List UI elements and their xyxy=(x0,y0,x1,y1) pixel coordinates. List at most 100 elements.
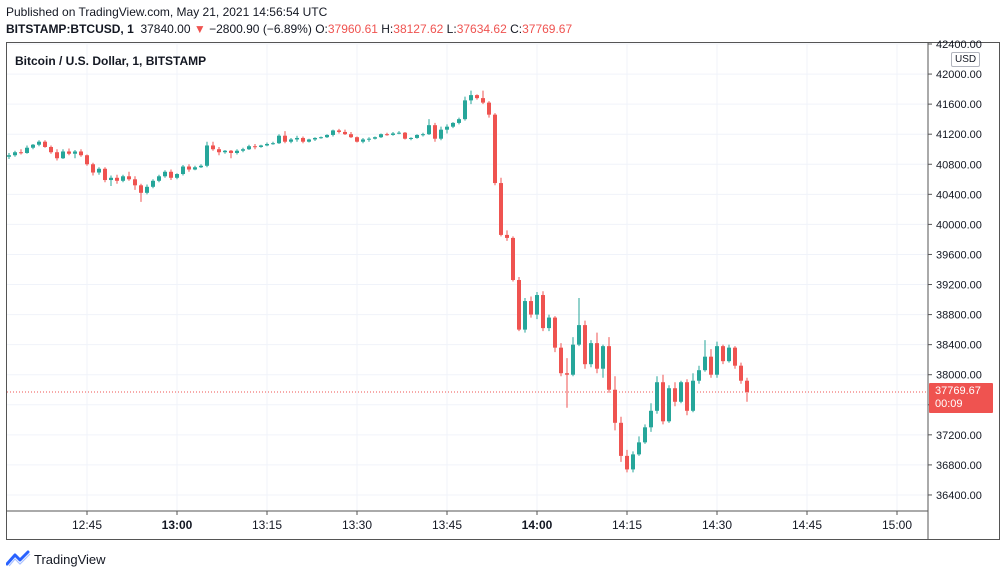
candle-body xyxy=(553,317,557,348)
y-tick-label: 41600.00 xyxy=(936,99,982,111)
candle-body xyxy=(295,137,299,140)
y-tick-label: 40800.00 xyxy=(936,159,982,171)
y-tick-label: 40000.00 xyxy=(936,219,982,231)
candle-body xyxy=(43,141,47,147)
candle-body xyxy=(277,135,281,144)
brand-name[interactable]: TradingView xyxy=(34,552,106,567)
candle-body xyxy=(151,180,155,187)
candle xyxy=(541,291,545,332)
candle-body xyxy=(691,380,695,411)
candle xyxy=(163,170,167,178)
candle-body xyxy=(199,165,203,168)
candle xyxy=(139,183,143,202)
candle-body xyxy=(253,146,257,148)
candle xyxy=(373,136,377,140)
x-tick-label: 13:30 xyxy=(342,518,372,532)
candle-body xyxy=(61,151,65,159)
candle-body xyxy=(733,347,737,366)
candle xyxy=(277,134,281,144)
candle xyxy=(481,90,485,105)
chart-frame[interactable] xyxy=(6,42,1000,540)
candle-body xyxy=(451,122,455,127)
candle-body xyxy=(445,126,449,130)
candle-body xyxy=(631,454,635,470)
candle xyxy=(181,165,185,176)
x-tick-label: 14:30 xyxy=(702,518,732,532)
low-value: 37634.62 xyxy=(456,22,507,36)
candle xyxy=(295,135,299,142)
candle-body xyxy=(187,166,191,170)
candle xyxy=(247,144,251,150)
x-tick-label: 14:45 xyxy=(792,518,822,532)
candle xyxy=(271,141,275,145)
y-tick-label: 39200.00 xyxy=(936,280,982,292)
candle xyxy=(667,385,671,423)
candle xyxy=(607,337,611,393)
candle-body xyxy=(205,145,209,166)
candle xyxy=(115,174,119,184)
candle xyxy=(685,379,689,416)
candle xyxy=(577,298,581,347)
candle xyxy=(535,292,539,320)
candle xyxy=(361,137,365,144)
candle xyxy=(325,134,329,138)
candle-body xyxy=(355,137,359,142)
candle-body xyxy=(649,410,653,428)
candle-body xyxy=(181,166,185,175)
candle-body xyxy=(487,102,491,115)
candle-body xyxy=(523,301,527,330)
candle xyxy=(235,149,239,155)
candle xyxy=(583,320,587,369)
candle xyxy=(331,129,335,137)
last-value: 37840.00 xyxy=(140,22,191,36)
candle-body xyxy=(265,143,269,146)
candle xyxy=(151,179,155,189)
candle-body xyxy=(559,347,563,374)
candle-body xyxy=(175,174,179,178)
candle-body xyxy=(349,134,353,138)
candle xyxy=(43,140,47,148)
candle xyxy=(355,136,359,143)
candle-body xyxy=(361,139,365,142)
candle xyxy=(109,175,113,187)
candle xyxy=(349,131,353,138)
candle xyxy=(145,184,149,195)
candle-body xyxy=(637,442,641,455)
candle xyxy=(619,416,623,462)
candle xyxy=(205,141,209,168)
candle xyxy=(229,149,233,159)
candle xyxy=(613,376,617,431)
bar-countdown: 00:09 xyxy=(935,398,963,410)
candle-body xyxy=(643,427,647,443)
candle-body xyxy=(247,146,251,150)
candle-body xyxy=(655,382,659,411)
candle-body xyxy=(7,155,11,157)
y-tick-label: 42400.00 xyxy=(936,39,982,51)
candle xyxy=(715,341,719,378)
candle-body xyxy=(121,176,125,181)
candle xyxy=(517,277,521,332)
candle-body xyxy=(379,134,383,138)
candle xyxy=(253,143,257,150)
candle-body xyxy=(31,144,35,148)
candle xyxy=(475,94,479,100)
y-tick-label: 39600.00 xyxy=(936,249,982,261)
x-tick-label: 13:45 xyxy=(432,518,462,532)
candles xyxy=(7,90,749,473)
candle xyxy=(289,137,293,144)
candle xyxy=(661,374,665,425)
candle-body xyxy=(433,125,437,139)
tradingview-logo-icon[interactable] xyxy=(6,549,32,567)
candle xyxy=(745,377,749,402)
currency-button[interactable]: USD xyxy=(951,52,981,67)
candle-body xyxy=(259,145,263,147)
y-tick-label: 38400.00 xyxy=(936,340,982,352)
candle xyxy=(469,90,473,105)
candle-body xyxy=(127,176,131,180)
candle-body xyxy=(415,134,419,138)
y-tick-label: 41200.00 xyxy=(936,129,982,141)
x-tick-label: 14:00 xyxy=(522,518,553,532)
published-caption: Published on TradingView.com, May 21, 20… xyxy=(6,5,328,19)
candle-body xyxy=(505,234,509,238)
